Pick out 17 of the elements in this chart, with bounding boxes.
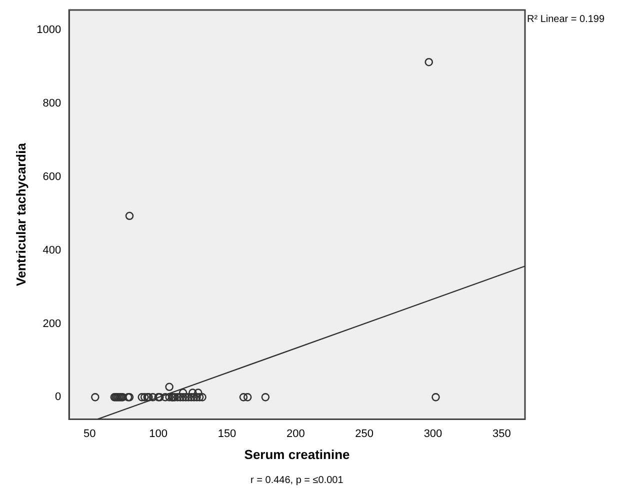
x-tick-label: 200 — [286, 428, 305, 440]
y-tick-label: 400 — [42, 244, 62, 256]
x-tick-label: 150 — [218, 428, 236, 440]
x-tick-label: 350 — [492, 428, 511, 440]
y-tick-label: 600 — [42, 171, 62, 184]
x-tick-label: 300 — [424, 428, 442, 440]
text: r = 0.446, p = ≤0.001 — [250, 475, 344, 486]
y-tick-label: 1000 — [36, 24, 62, 36]
y-axis-title: Ventricular tachycardia — [13, 142, 28, 286]
y-tick-label: 0 — [54, 391, 62, 404]
y-tick-label: 800 — [42, 98, 62, 110]
x-axis-title: Serum creatinine — [244, 446, 350, 462]
text: R² Linear = 0.199 — [527, 14, 605, 25]
y-tick-label: 200 — [42, 318, 62, 330]
x-tick-label: 50 — [84, 428, 96, 440]
x-tick-label: 100 — [149, 428, 168, 440]
x-tick-label: 250 — [355, 428, 374, 440]
